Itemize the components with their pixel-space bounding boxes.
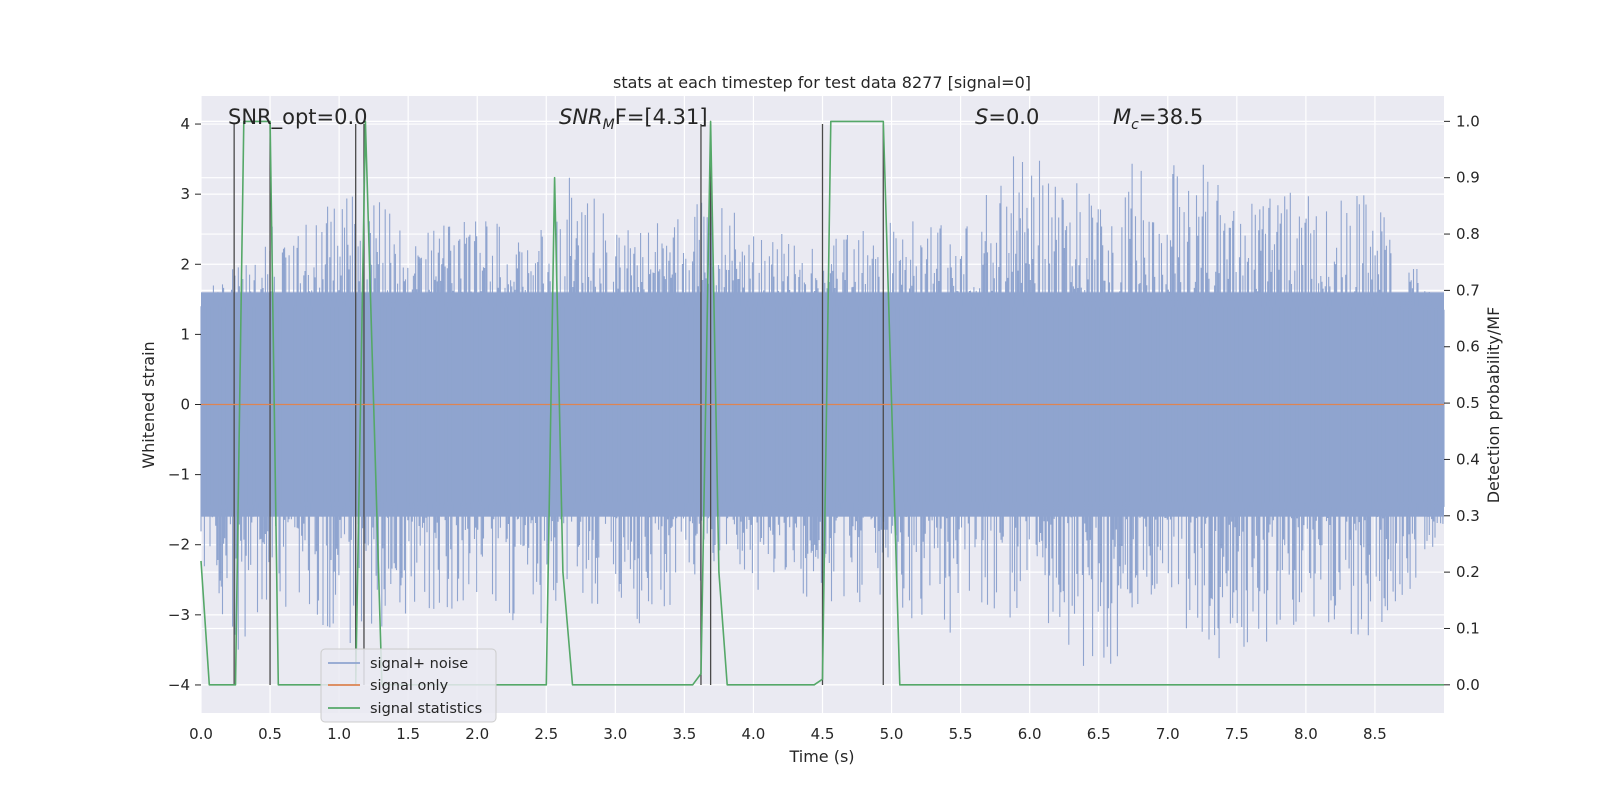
annotation-mc-symbol: M (1113, 105, 1131, 129)
annotation-snr-mf: SNRMF=[4.31] (559, 105, 708, 133)
x-tick-label: 1.5 (396, 725, 420, 743)
x-tick-label: 3.5 (672, 725, 696, 743)
legend-label-signal-noise: signal+ noise (370, 656, 468, 672)
x-axis-ticks: 0.0 0.5 1.0 1.5 2.0 2.5 3.0 3.5 4.0 4.5 5.0 5.5 6.0 6… (189, 725, 1387, 743)
x-tick-label: 3.0 (603, 725, 627, 743)
y-right-tick-label: 0.0 (1456, 676, 1480, 694)
x-tick-label: 5.5 (949, 725, 973, 743)
x-tick-label: 6.5 (1087, 725, 1111, 743)
y-right-tick-label: 0.1 (1456, 619, 1480, 637)
x-tick-label: 0.0 (189, 725, 213, 743)
y-tick-label: −4 (168, 676, 190, 694)
legend-box (320, 648, 497, 723)
y-tick-label: −2 (168, 536, 190, 554)
annotation-s-value: =0.0 (988, 105, 1039, 129)
y-axis-left-label: Whitened strain (139, 341, 158, 468)
x-tick-label: 2.0 (465, 725, 489, 743)
x-tick-label: 4.0 (742, 725, 766, 743)
legend-label-signal-only: signal only (370, 678, 449, 694)
y-right-tick-label: 0.6 (1456, 338, 1480, 356)
y-right-tick-label: 0.8 (1456, 225, 1480, 243)
x-tick-label: 2.5 (534, 725, 558, 743)
annotation-snr-mf-value: F=[4.31] (615, 105, 708, 129)
x-tick-label: 1.0 (327, 725, 351, 743)
annotation-mc-subscript: c (1131, 117, 1139, 133)
x-tick-label: 4.5 (811, 725, 835, 743)
y-tick-label: 4 (180, 115, 190, 133)
annotation-s-symbol: S (975, 105, 988, 129)
annotation-mc: Mc=38.5 (1113, 105, 1203, 133)
y-right-tick-label: 0.9 (1456, 169, 1480, 187)
y-tick-label: −3 (168, 606, 190, 624)
y-axis-right-label: Detection probability/MF (1484, 307, 1503, 504)
y-right-tick-label: 1.0 (1456, 112, 1480, 130)
y-right-tick-label: 0.4 (1456, 450, 1480, 468)
x-axis-label: Time (s) (788, 747, 854, 766)
annotation-s: S=0.0 (975, 105, 1039, 129)
x-tick-label: 8.5 (1363, 725, 1387, 743)
annotation-snr-mf-subscript: M (603, 117, 615, 133)
y-right-tick-label: 0.2 (1456, 563, 1480, 581)
x-tick-label: 7.0 (1156, 725, 1180, 743)
x-tick-label: 0.5 (258, 725, 282, 743)
x-tick-label: 7.5 (1225, 725, 1249, 743)
y-tick-label: 3 (180, 185, 190, 203)
x-tick-label: 6.0 (1018, 725, 1042, 743)
y-tick-label: −1 (168, 466, 190, 484)
x-tick-label: 5.0 (880, 725, 904, 743)
y-tick-label: 2 (180, 255, 190, 273)
y-axis-left-ticks: −4 −3 −2 −1 0 1 2 3 4 (168, 115, 201, 694)
y-axis-right-ticks: 0.0 0.1 0.2 0.3 0.4 0.5 0.6 0.7 0.8 0.9 1.0 (1444, 112, 1480, 694)
chart-title: stats at each timestep for test data 827… (613, 73, 1031, 92)
annotation-snr-mf-symbol: SNR (559, 105, 603, 129)
legend-label-signal-statistics: signal statistics (370, 701, 482, 717)
annotation-mc-value: =38.5 (1139, 105, 1203, 129)
y-right-tick-label: 0.5 (1456, 394, 1480, 412)
annotation-snr-opt: SNR_opt=0.0 (228, 105, 368, 130)
legend: signal+ noise signal only signal statist… (320, 648, 497, 723)
y-tick-label: 0 (180, 396, 190, 414)
y-tick-label: 1 (180, 325, 190, 343)
x-tick-label: 8.0 (1294, 725, 1318, 743)
y-right-tick-label: 0.3 (1456, 507, 1480, 525)
y-right-tick-label: 0.7 (1456, 281, 1480, 299)
